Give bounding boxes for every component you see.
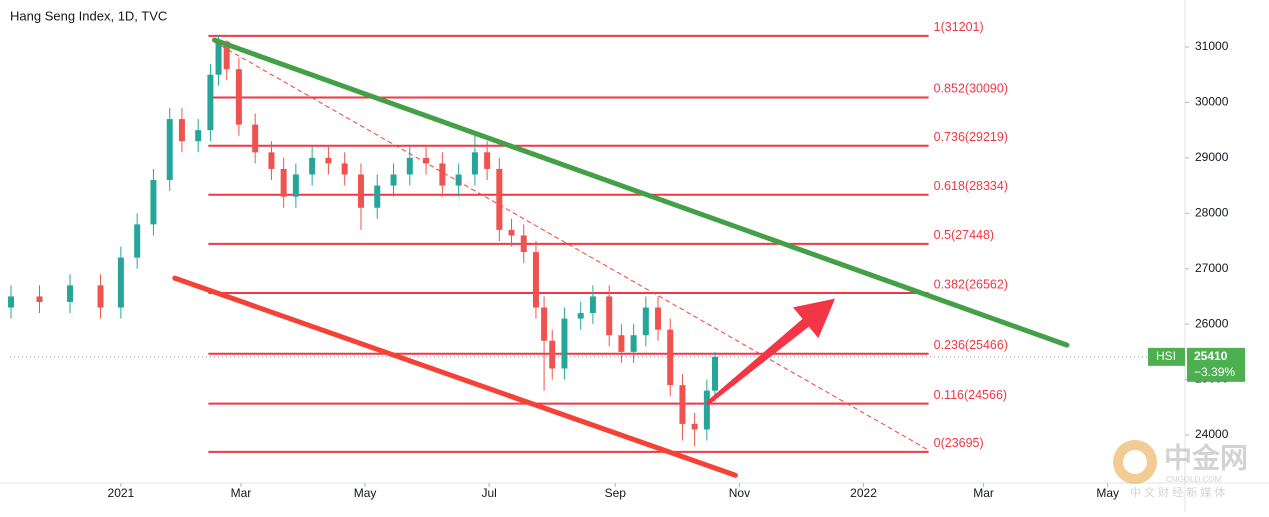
candle-body (484, 152, 491, 169)
candle-body (642, 307, 649, 336)
candle-body (97, 285, 104, 308)
candle-body (691, 423, 698, 430)
candle-body (309, 157, 316, 175)
x-tick-label: Mar (973, 486, 994, 500)
candle-body (520, 235, 527, 253)
candle-body (390, 174, 397, 186)
x-tick-label: Nov (729, 486, 750, 500)
candle-body (8, 296, 15, 308)
y-tick-label: 26000 (1195, 316, 1229, 330)
fib-label: 0.382(26562) (934, 277, 1008, 291)
candle-body (406, 157, 413, 175)
chart-title: Hang Seng Index, 1D, TVC (10, 8, 167, 23)
candle-body (655, 307, 662, 330)
y-tick-label: 27000 (1195, 261, 1229, 275)
fib-label: 0.116(24566) (934, 388, 1007, 402)
candle-body (341, 163, 348, 175)
candle-body (496, 168, 503, 230)
candle-body (357, 174, 364, 208)
arrow (705, 298, 836, 406)
candle-body (252, 124, 259, 153)
candle-body (36, 296, 43, 302)
candle-body (471, 152, 478, 175)
x-tick-label: 2022 (850, 486, 877, 500)
x-tick-label: 2021 (108, 486, 135, 500)
candle-body (150, 180, 157, 225)
candle-body (712, 356, 718, 391)
candle-body (325, 157, 332, 164)
x-tick-label: May (354, 486, 377, 500)
candle-body (532, 252, 539, 308)
candle-body (195, 130, 202, 142)
candle-body (67, 285, 74, 302)
x-tick-label: Jul (481, 486, 496, 500)
price-tag-symbol (1148, 347, 1185, 366)
price-tag-price: 25410 (1194, 349, 1228, 363)
fib-label: 0.5(27448) (934, 228, 994, 242)
candle-body (561, 318, 568, 369)
y-tick-label: 29000 (1195, 150, 1229, 164)
watermark: 中金网 CNGOLD.COM 中 文 财 经 新 媒 体 (1113, 440, 1248, 499)
y-tick-label: 31000 (1195, 39, 1229, 53)
candle-body (207, 74, 214, 131)
candle-body (134, 224, 141, 258)
y-tick-label: 30000 (1195, 95, 1229, 109)
candle-body (268, 152, 275, 169)
candle-body (630, 335, 637, 352)
candle-body (178, 119, 185, 142)
trendline (211, 37, 1070, 348)
fib-label: 0(23695) (934, 436, 984, 450)
candle-body (606, 296, 613, 336)
trendline (172, 275, 738, 478)
candle-body (679, 385, 686, 424)
price-tag-change: −3.39% (1194, 365, 1235, 379)
watermark-tagline: 中 文 财 经 新 媒 体 (1130, 485, 1225, 499)
candle-body (549, 340, 556, 369)
price-tag-symbol-text: HSI (1156, 349, 1176, 363)
candle-body (166, 119, 173, 181)
candle-body (541, 307, 548, 341)
x-tick-label: Sep (605, 486, 627, 500)
y-tick-label: 24000 (1195, 427, 1229, 441)
candle-body (223, 41, 230, 70)
candle-body (280, 168, 287, 197)
candle-body (439, 163, 446, 186)
dashed-trendline (213, 41, 930, 451)
candle-body (508, 229, 515, 236)
x-tick-label: May (1096, 486, 1119, 500)
candle-body (589, 296, 596, 314)
watermark-name: 中金网 (1164, 441, 1248, 473)
candle-body (374, 185, 381, 208)
candle-body (117, 257, 124, 308)
plot: 1(31201) 0.852(30090) 0.736(29219) 0.618(28… (8, 20, 1185, 478)
candle-body (618, 335, 625, 352)
watermark-site: CNGOLD.COM (1166, 475, 1221, 484)
x-tick-label: Mar (231, 486, 252, 500)
candle-body (703, 390, 710, 430)
candle-body (667, 329, 674, 386)
fib-label: 0.618(28334) (934, 179, 1008, 193)
fib-label: 0.736(29219) (934, 130, 1008, 144)
candle-body (235, 69, 242, 125)
y-tick-label: 28000 (1195, 205, 1229, 219)
candle-body (577, 313, 584, 319)
fib-label: 0.236(25466) (934, 338, 1008, 352)
candle-body (455, 174, 462, 186)
candle-body (215, 41, 222, 75)
watermark-logo-inner (1123, 450, 1147, 474)
price-tag (1187, 347, 1245, 382)
candle-body (292, 174, 299, 197)
fib-label: 1(31201) (934, 20, 984, 34)
candle-body (423, 157, 430, 164)
fib-label: 0.852(30090) (934, 82, 1008, 96)
